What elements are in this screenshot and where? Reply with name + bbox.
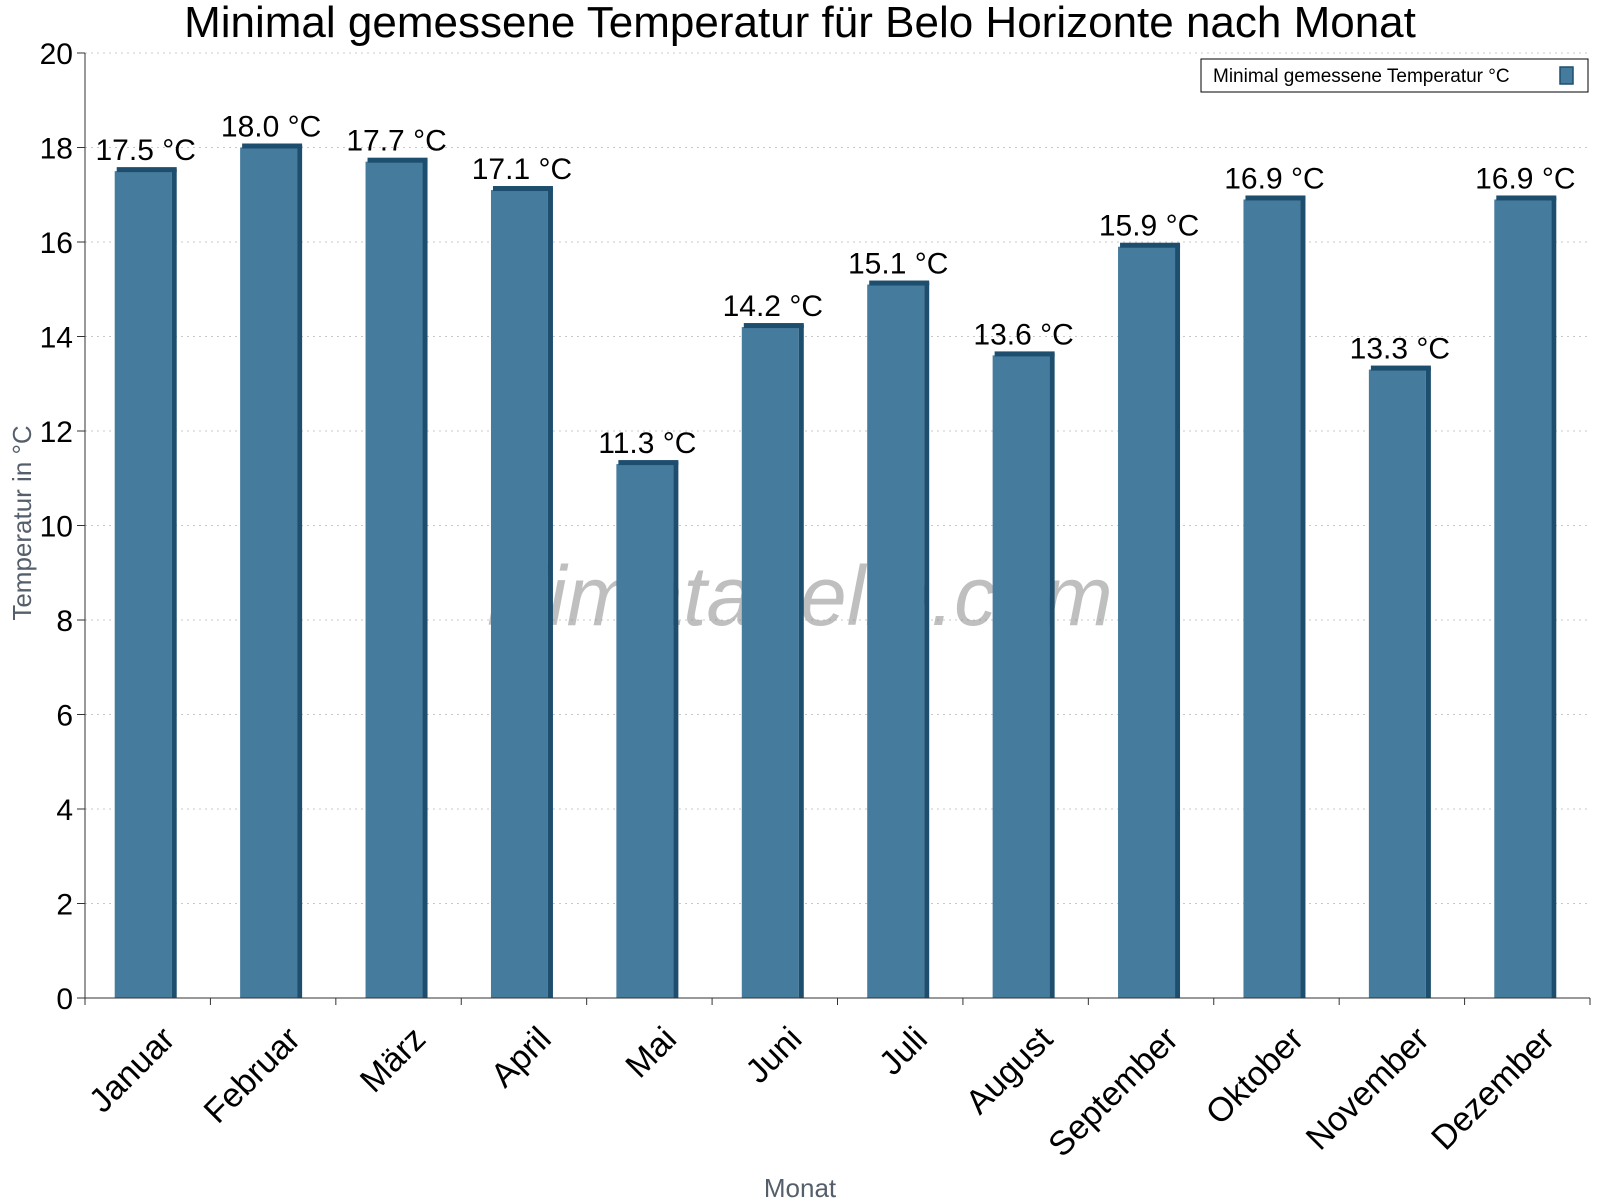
y-tick-label: 6 [56, 700, 73, 733]
data-label: 14.2 °C [723, 290, 823, 323]
x-tick-label: Juli [872, 1020, 935, 1083]
data-label: 13.6 °C [973, 318, 1073, 351]
bar-face [741, 327, 799, 998]
data-label: 17.5 °C [96, 134, 196, 167]
y-tick-label: 0 [56, 983, 73, 1016]
bars [114, 143, 1557, 999]
bar-top [242, 143, 303, 149]
x-axis-label: Monat [764, 1173, 837, 1200]
data-labels: 17.5 °C 18.0 °C 17.7 °C 17.1 °C 11.3 °C 14.2 … [96, 111, 1576, 461]
legend: Minimal gemessene Temperatur °C [1200, 58, 1589, 93]
data-label: 15.9 °C [1099, 210, 1199, 243]
y-tick-label: 14 [40, 322, 73, 355]
data-label: 17.1 °C [472, 153, 572, 186]
bar [1243, 195, 1306, 999]
data-label: 13.3 °C [1350, 333, 1450, 366]
axes [77, 52, 1591, 1005]
y-tick-label: 20 [40, 38, 73, 71]
x-tick-label: Februar [197, 1020, 308, 1131]
bar [114, 167, 177, 998]
bar-top [994, 351, 1055, 357]
bar-side [422, 159, 428, 999]
bar-side [1551, 197, 1557, 999]
y-axis-label: Temperatur in °C [7, 425, 37, 620]
bar-face [490, 190, 548, 998]
y-tick-label: 12 [40, 416, 73, 449]
bar-side [1175, 244, 1181, 999]
y-tick-label: 2 [56, 889, 73, 922]
bar [741, 323, 804, 998]
bar-side [547, 188, 553, 998]
x-tick-label: Mai [618, 1020, 684, 1086]
legend-swatch [1559, 66, 1574, 85]
data-label: 17.7 °C [346, 125, 446, 158]
y-tick-label: 4 [56, 794, 73, 827]
bar-top [618, 460, 679, 466]
bar-side [171, 169, 177, 998]
bar-side [924, 282, 930, 998]
bar-face [616, 464, 674, 998]
x-tick-label: September [1041, 1020, 1185, 1164]
y-tick-label: 16 [40, 227, 73, 260]
bar-face [1494, 199, 1552, 999]
bar [240, 143, 303, 998]
grid-lines [85, 52, 1590, 904]
y-tick-label: 8 [56, 605, 73, 638]
x-tick-label: Januar [82, 1020, 182, 1120]
bar [616, 460, 679, 998]
y-tick-labels: 0 2 4 6 8 10 12 14 16 18 20 [40, 38, 73, 1016]
bar-side [1300, 197, 1306, 999]
x-tick-labels: Januar Februar März April Mai Juni Juli AugustS… [82, 1019, 1562, 1164]
bar-top [367, 157, 428, 163]
bar-top [743, 323, 804, 329]
bar-side [798, 325, 804, 998]
bar-face [365, 161, 423, 999]
bar-face [1368, 369, 1426, 998]
bar [1118, 242, 1181, 999]
bar [1494, 195, 1557, 999]
y-tick-label: 18 [40, 133, 73, 166]
bar-top [1120, 242, 1181, 248]
data-label: 16.9 °C [1475, 162, 1575, 195]
bar [490, 186, 553, 998]
bar [365, 157, 428, 999]
x-tick-label: März [353, 1020, 433, 1100]
y-tick-label: 10 [40, 511, 73, 544]
chart-title: Minimal gemessene Temperatur für Belo Ho… [184, 0, 1416, 47]
legend-label: Minimal gemessene Temperatur °C [1213, 66, 1510, 87]
x-tick-label: August [959, 1019, 1061, 1121]
bar-face [240, 147, 298, 998]
bar-face [1243, 199, 1301, 999]
bar-side [1425, 367, 1431, 998]
data-label: 16.9 °C [1224, 162, 1324, 195]
bar-face [1118, 246, 1176, 999]
bar-face [867, 284, 925, 998]
data-label: 11.3 °C [598, 427, 696, 460]
bar-top [116, 167, 177, 173]
data-label: 18.0 °C [221, 111, 321, 144]
bar-top [492, 186, 553, 192]
x-tick-label: November [1299, 1020, 1437, 1158]
x-tick-label: Dezember [1424, 1020, 1562, 1158]
x-tick-label: April [484, 1020, 559, 1095]
bar-top [1370, 365, 1431, 371]
bar-top [1245, 195, 1306, 201]
bar [867, 280, 930, 998]
bar [1368, 365, 1431, 998]
bar-face [992, 355, 1050, 998]
bar-top [1496, 195, 1557, 201]
legend-box [1200, 58, 1589, 93]
bar-side [297, 145, 303, 998]
bar-side [1049, 353, 1055, 998]
bar [992, 351, 1055, 998]
data-label: 15.1 °C [848, 248, 948, 281]
bar-side [673, 462, 679, 998]
x-tick-label: Juni [738, 1020, 809, 1091]
bar-top [869, 280, 930, 286]
bar-face [114, 171, 172, 998]
x-tick-label: Oktober [1199, 1020, 1311, 1132]
